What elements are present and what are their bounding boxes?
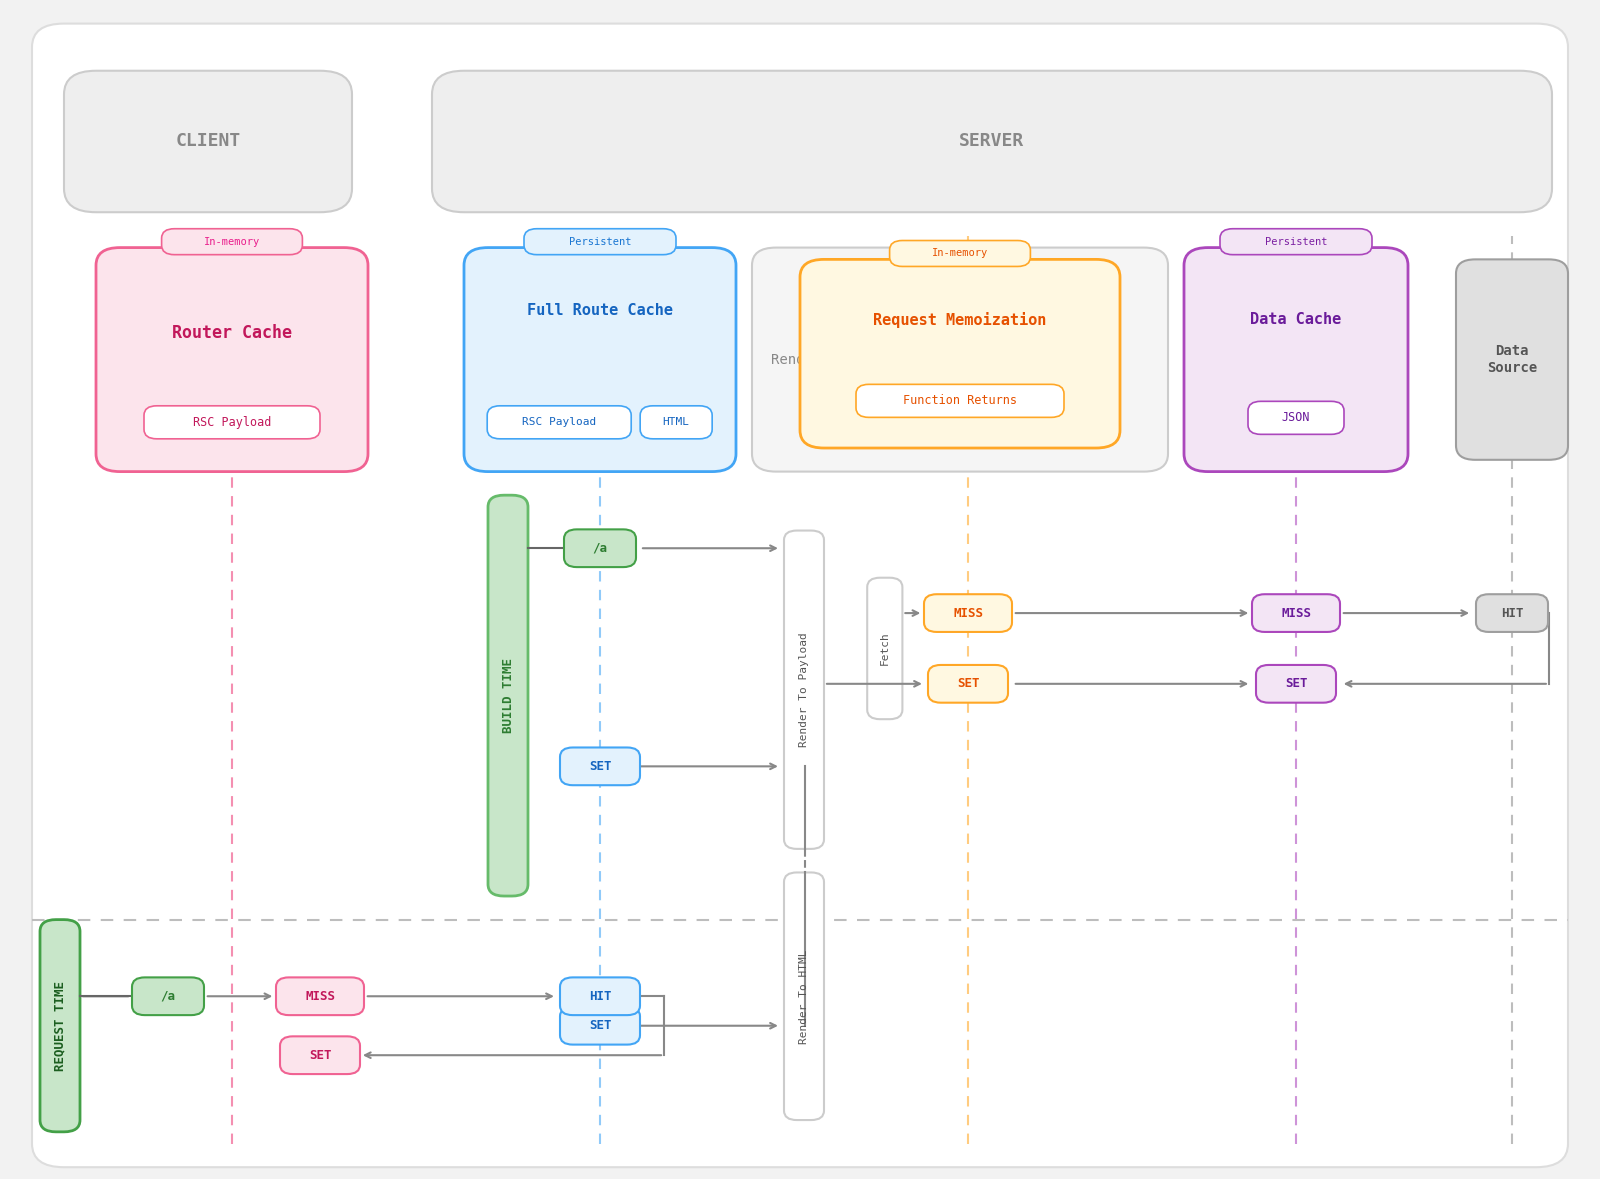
FancyBboxPatch shape xyxy=(277,977,365,1015)
FancyBboxPatch shape xyxy=(563,529,637,567)
FancyBboxPatch shape xyxy=(800,259,1120,448)
FancyBboxPatch shape xyxy=(925,594,1013,632)
Text: Render To Payload: Render To Payload xyxy=(798,632,810,747)
Text: In-memory: In-memory xyxy=(203,237,261,246)
Text: SERVER: SERVER xyxy=(960,132,1024,151)
FancyBboxPatch shape xyxy=(928,665,1008,703)
Text: HTML: HTML xyxy=(662,417,690,427)
FancyBboxPatch shape xyxy=(867,578,902,719)
Text: MISS: MISS xyxy=(306,989,334,1003)
FancyBboxPatch shape xyxy=(280,1036,360,1074)
FancyBboxPatch shape xyxy=(1221,229,1373,255)
Text: Fetch: Fetch xyxy=(880,632,890,665)
Text: HIT: HIT xyxy=(589,989,611,1003)
Text: CLIENT: CLIENT xyxy=(176,132,240,151)
Text: REQUEST TIME: REQUEST TIME xyxy=(53,981,67,1071)
FancyBboxPatch shape xyxy=(1475,594,1549,632)
Text: /a: /a xyxy=(592,541,608,555)
FancyBboxPatch shape xyxy=(560,977,640,1015)
FancyBboxPatch shape xyxy=(131,977,205,1015)
FancyBboxPatch shape xyxy=(40,920,80,1132)
Text: Full Route Cache: Full Route Cache xyxy=(526,303,674,318)
Text: Render To HTML: Render To HTML xyxy=(798,949,810,1043)
Text: RSC Payload: RSC Payload xyxy=(194,416,270,429)
FancyBboxPatch shape xyxy=(486,406,630,439)
FancyBboxPatch shape xyxy=(1253,594,1341,632)
Text: Router Cache: Router Cache xyxy=(173,324,291,342)
FancyBboxPatch shape xyxy=(162,229,302,255)
FancyBboxPatch shape xyxy=(64,71,352,212)
FancyBboxPatch shape xyxy=(1256,665,1336,703)
Text: /a: /a xyxy=(160,989,176,1003)
Text: Function Returns: Function Returns xyxy=(902,394,1018,408)
Text: Persistent: Persistent xyxy=(1264,237,1328,246)
FancyBboxPatch shape xyxy=(640,406,712,439)
FancyBboxPatch shape xyxy=(96,248,368,472)
FancyBboxPatch shape xyxy=(1456,259,1568,460)
Text: Persistent: Persistent xyxy=(568,237,632,246)
Text: SET: SET xyxy=(589,1019,611,1033)
Text: MISS: MISS xyxy=(954,606,982,620)
Text: SET: SET xyxy=(309,1048,331,1062)
FancyBboxPatch shape xyxy=(1248,401,1344,434)
FancyBboxPatch shape xyxy=(784,531,824,849)
Text: HIT: HIT xyxy=(1501,606,1523,620)
FancyBboxPatch shape xyxy=(144,406,320,439)
FancyBboxPatch shape xyxy=(32,24,1568,1167)
Text: MISS: MISS xyxy=(1282,606,1310,620)
Text: Request Memoization: Request Memoization xyxy=(874,311,1046,328)
FancyBboxPatch shape xyxy=(525,229,675,255)
FancyBboxPatch shape xyxy=(432,71,1552,212)
Text: In-memory: In-memory xyxy=(931,249,989,258)
FancyBboxPatch shape xyxy=(856,384,1064,417)
Text: JSON: JSON xyxy=(1282,411,1310,424)
FancyBboxPatch shape xyxy=(1184,248,1408,472)
FancyBboxPatch shape xyxy=(560,747,640,785)
Text: Data
Source: Data Source xyxy=(1486,344,1538,375)
FancyBboxPatch shape xyxy=(752,248,1168,472)
Text: BUILD TIME: BUILD TIME xyxy=(501,658,515,733)
Text: SET: SET xyxy=(957,677,979,691)
Text: SET: SET xyxy=(1285,677,1307,691)
Text: Rendering: Rendering xyxy=(771,353,846,367)
FancyBboxPatch shape xyxy=(488,495,528,896)
FancyBboxPatch shape xyxy=(464,248,736,472)
Text: Data Cache: Data Cache xyxy=(1250,311,1342,327)
FancyBboxPatch shape xyxy=(890,241,1030,266)
FancyBboxPatch shape xyxy=(560,1007,640,1045)
FancyBboxPatch shape xyxy=(784,872,824,1120)
Text: SET: SET xyxy=(589,759,611,773)
Text: RSC Payload: RSC Payload xyxy=(522,417,597,427)
